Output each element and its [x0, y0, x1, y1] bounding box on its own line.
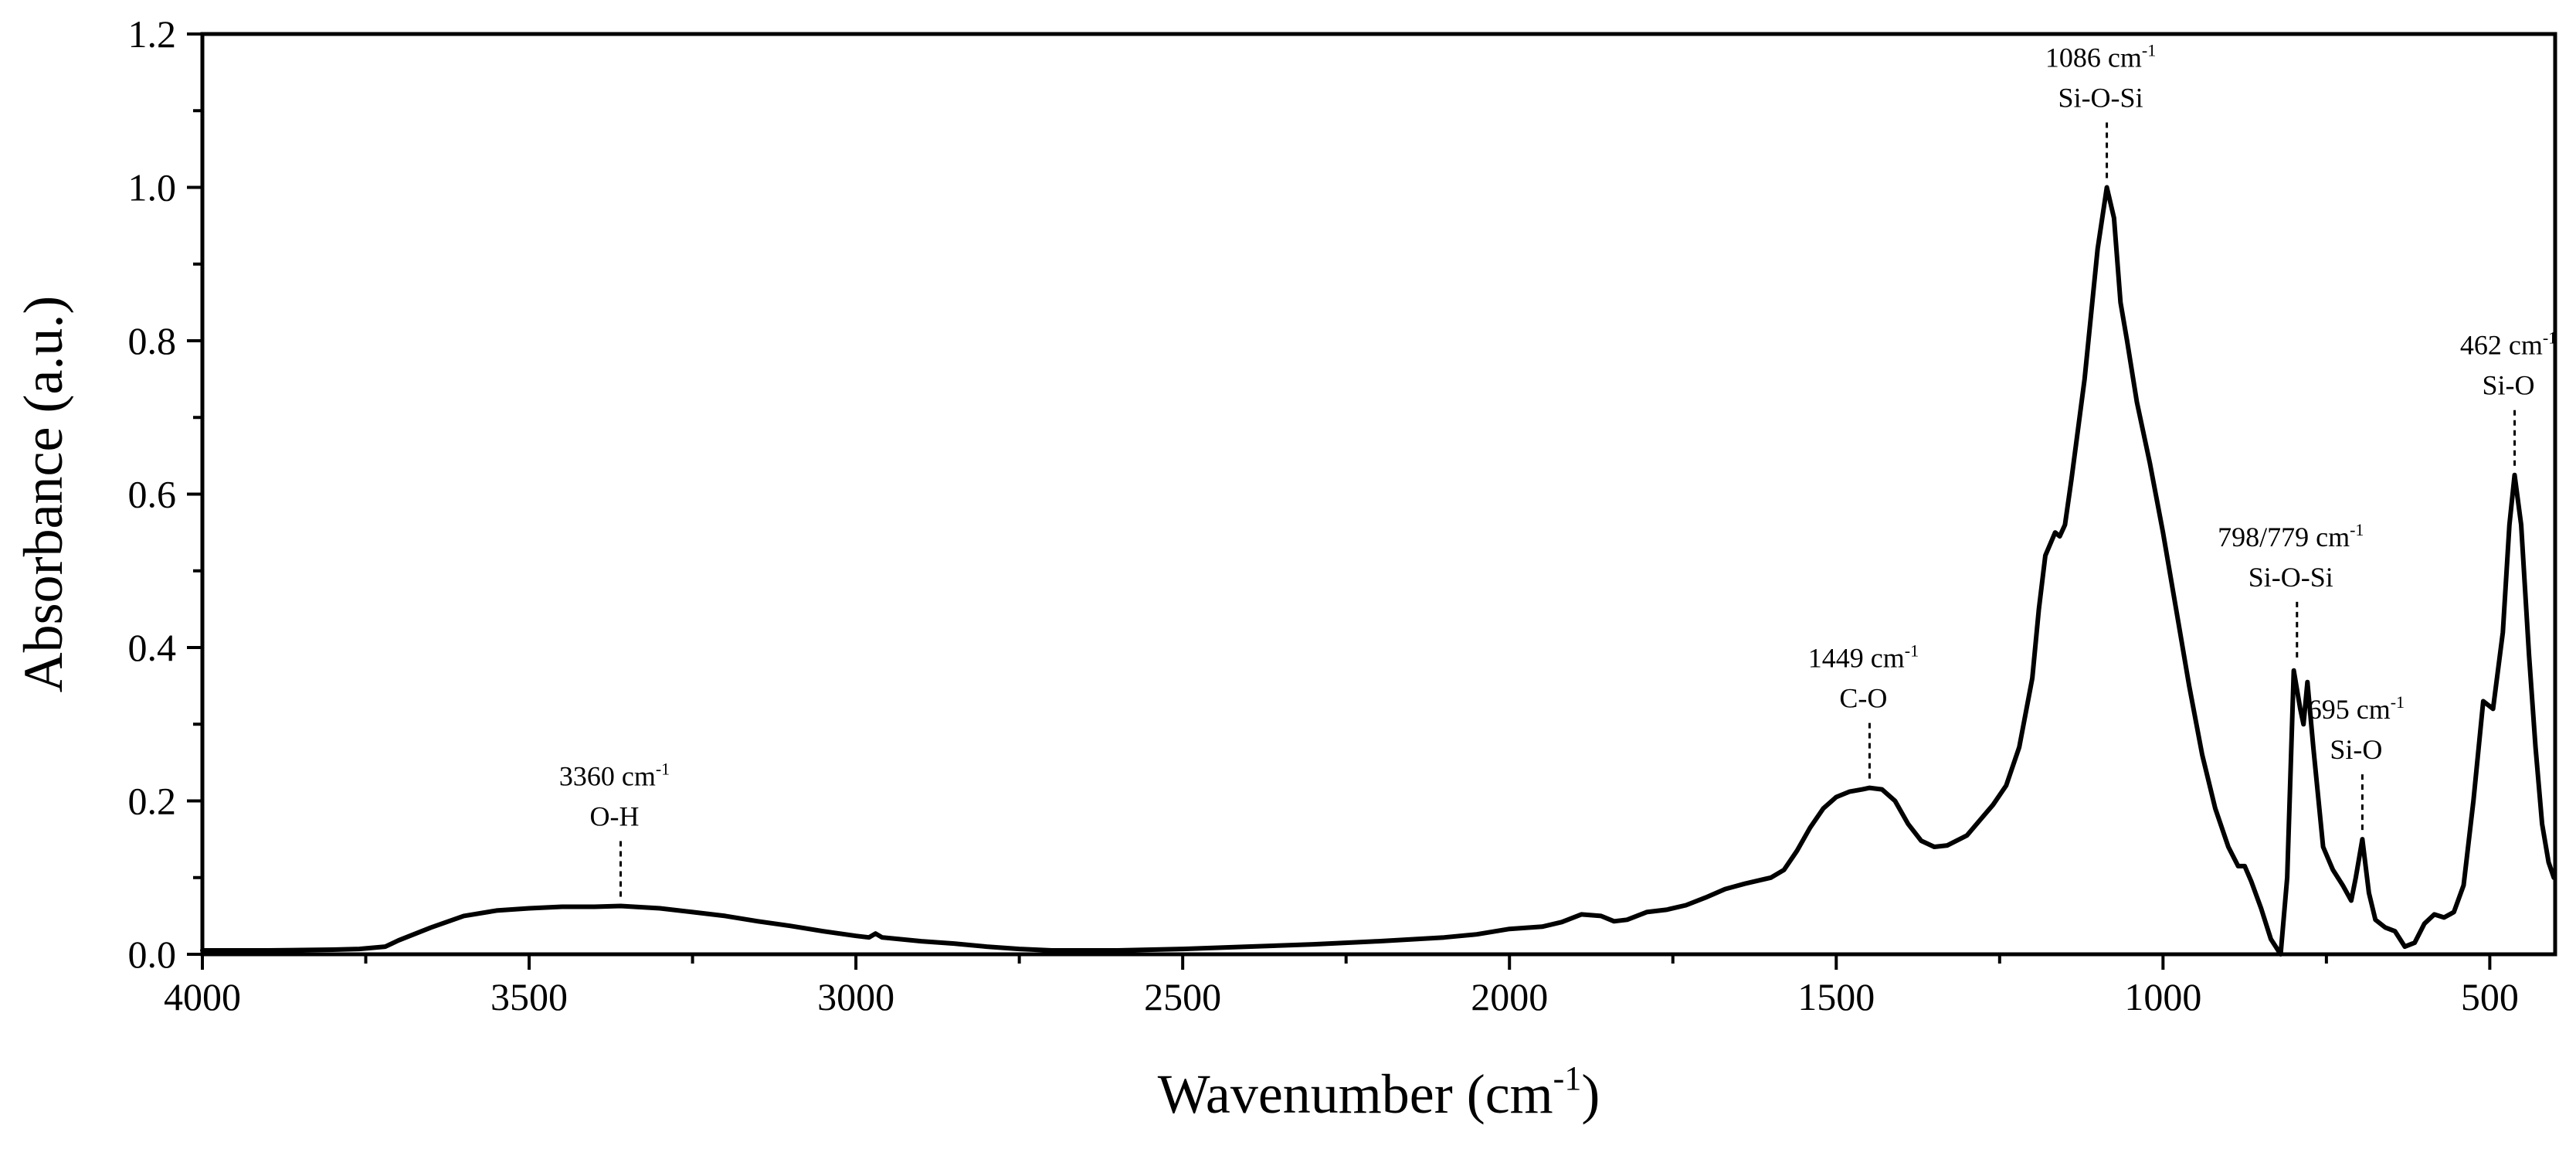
- peak-annotation: 798/779 cm-1 Si-O-Si: [2218, 520, 2364, 658]
- peak-wavenumber-sup: -1: [656, 759, 670, 778]
- x-axis-title-end: ): [1581, 1063, 1600, 1125]
- peak-wavenumber-label: 1086 cm-1: [2045, 41, 2156, 73]
- y-tick-label-1.2: 1.2: [128, 12, 177, 56]
- ticks-layer: 4000 3500 3000 2500 2000 1500 1000 500 0.0 0.2 0.4…: [128, 12, 2519, 1018]
- x-axis-title-sup: -1: [1553, 1059, 1582, 1097]
- peak-wavenumber-label: 695 cm-1: [2308, 692, 2405, 725]
- y-axis-title: Absorbance (a.u.): [12, 296, 74, 693]
- peak-bond-label: Si-O: [2483, 370, 2535, 401]
- peak-wavenumber-text: 1086 cm: [2045, 42, 2142, 73]
- peak-wavenumber-label: 798/779 cm-1: [2218, 520, 2364, 552]
- peak-wavenumber-text: 3360 cm: [559, 760, 656, 791]
- peak-annotation: 1449 cm-1 C-O: [1808, 641, 1919, 779]
- y-tick-label-0.8: 0.8: [128, 319, 177, 362]
- y-tick-label-0.2: 0.2: [128, 780, 177, 823]
- peak-wavenumber-label: 1449 cm-1: [1808, 641, 1919, 674]
- x-axis-title: Wavenumber (cm-1): [1158, 1059, 1600, 1125]
- plot-frame: [200, 32, 2557, 957]
- peak-annotation: 1086 cm-1 Si-O-Si: [2045, 41, 2156, 178]
- peak-bond-label: Si-O-Si: [2248, 562, 2333, 593]
- peak-wavenumber-sup: -1: [2350, 520, 2364, 539]
- peak-wavenumber-sup: -1: [2142, 41, 2156, 60]
- peak-wavenumber-label: 462 cm-1: [2460, 328, 2557, 361]
- peak-wavenumber-text: 462 cm: [2460, 330, 2543, 361]
- y-tick-label-0.4: 0.4: [128, 626, 177, 669]
- x-axis-title-text: Wavenumber (cm: [1158, 1063, 1553, 1125]
- spectrum-line: [200, 185, 2557, 957]
- x-tick-label-500: 500: [2461, 975, 2519, 1018]
- x-tick-label-2500: 2500: [1144, 975, 1221, 1018]
- peak-annotation: 462 cm-1 Si-O: [2460, 328, 2557, 466]
- x-tick-label-1000: 1000: [2124, 975, 2201, 1018]
- x-tick-label-2000: 2000: [1471, 975, 1548, 1018]
- peak-annotation: 695 cm-1 Si-O: [2308, 692, 2405, 831]
- y-tick-label-0.0: 0.0: [128, 933, 177, 976]
- peak-wavenumber-sup: -1: [1905, 641, 1919, 661]
- y-tick-label-0.6: 0.6: [128, 473, 177, 516]
- x-tick-label-3000: 3000: [817, 975, 894, 1018]
- peak-annotation: 3360 cm-1 O-H: [559, 759, 670, 897]
- y-tick-label-1.0: 1.0: [128, 166, 177, 209]
- x-tick-label-3500: 3500: [490, 975, 568, 1018]
- peak-wavenumber-label: 3360 cm-1: [559, 759, 670, 791]
- peak-wavenumber-text: 695 cm: [2308, 694, 2391, 725]
- peak-bond-label: Si-O-Si: [2058, 83, 2143, 114]
- peak-wavenumber-text: 798/779 cm: [2218, 522, 2350, 552]
- x-tick-label-4000: 4000: [164, 975, 241, 1018]
- peak-bond-label: O-H: [590, 801, 640, 831]
- peak-bond-label: C-O: [1839, 683, 1887, 714]
- peak-wavenumber-text: 1449 cm: [1808, 643, 1905, 674]
- x-tick-label-1500: 1500: [1797, 975, 1875, 1018]
- peak-wavenumber-sup: -1: [2391, 692, 2405, 712]
- peak-bond-label: Si-O: [2330, 734, 2382, 765]
